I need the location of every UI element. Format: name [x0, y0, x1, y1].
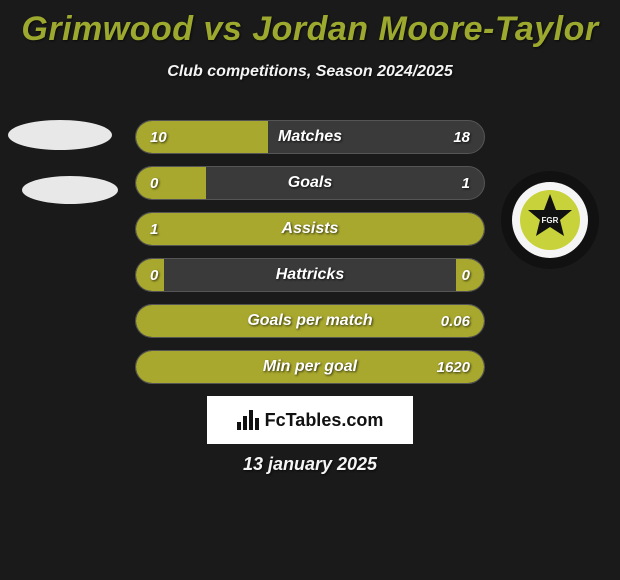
svg-text:FGR: FGR — [542, 216, 559, 225]
footer-date: 13 january 2025 — [0, 454, 620, 475]
stat-row: 1018Matches — [135, 120, 485, 154]
stat-label: Matches — [136, 121, 484, 153]
stat-row: 1620Min per goal — [135, 350, 485, 384]
stat-row: 1Assists — [135, 212, 485, 246]
stat-label: Hattricks — [136, 259, 484, 291]
stat-row: 00Hattricks — [135, 258, 485, 292]
player-left-placeholder-2 — [22, 176, 118, 204]
brand-footer: FcTables.com — [207, 396, 413, 444]
stat-label: Min per goal — [136, 351, 484, 383]
stat-label: Goals per match — [136, 305, 484, 337]
brand-text: FcTables.com — [265, 410, 384, 431]
stat-label: Assists — [136, 213, 484, 245]
stats-bars: 1018Matches 01Goals 1Assists 00Hattricks 0.0… — [135, 120, 485, 396]
page-title: Grimwood vs Jordan Moore-Taylor — [0, 0, 620, 49]
stat-row: 0.06Goals per match — [135, 304, 485, 338]
stat-row: 01Goals — [135, 166, 485, 200]
bars-icon — [237, 410, 259, 430]
page-subtitle: Club competitions, Season 2024/2025 — [0, 63, 620, 81]
club-badge-right: FGR — [500, 170, 600, 270]
player-left-placeholder-1 — [8, 120, 112, 150]
stat-label: Goals — [136, 167, 484, 199]
